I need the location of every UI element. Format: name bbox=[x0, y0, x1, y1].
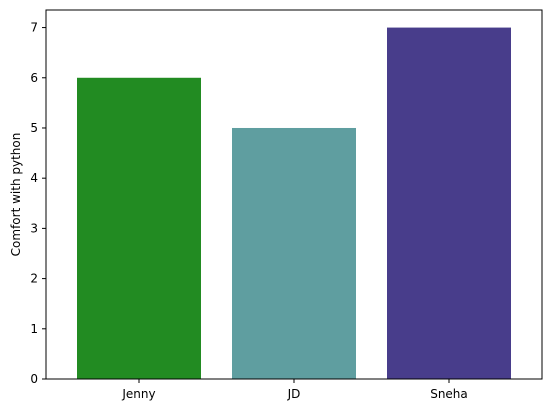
y-tick-label: 3 bbox=[30, 221, 38, 235]
y-tick-label: 6 bbox=[30, 71, 38, 85]
plot-frame bbox=[45, 9, 543, 380]
bars-group bbox=[77, 27, 511, 380]
y-axis-label: Comfort with python bbox=[9, 133, 23, 257]
y-tick-label: 1 bbox=[30, 322, 38, 336]
y-tick-label: 5 bbox=[30, 121, 38, 135]
y-tick-label: 7 bbox=[30, 21, 38, 35]
x-tick-label: JD bbox=[287, 387, 301, 401]
x-axis-ticks: Jenny JD Sneha bbox=[121, 379, 468, 401]
bar-sneha bbox=[387, 27, 511, 379]
y-tick-label: 0 bbox=[30, 372, 38, 386]
bar-jd bbox=[232, 127, 356, 380]
y-axis-ticks: 0 1 2 3 4 5 6 7 bbox=[30, 21, 46, 386]
x-tick-label: Sneha bbox=[430, 387, 468, 401]
x-tick-label: Jenny bbox=[121, 387, 155, 401]
y-tick-label: 4 bbox=[30, 171, 38, 185]
bar-jenny bbox=[77, 77, 201, 379]
y-tick-label: 2 bbox=[30, 272, 38, 286]
